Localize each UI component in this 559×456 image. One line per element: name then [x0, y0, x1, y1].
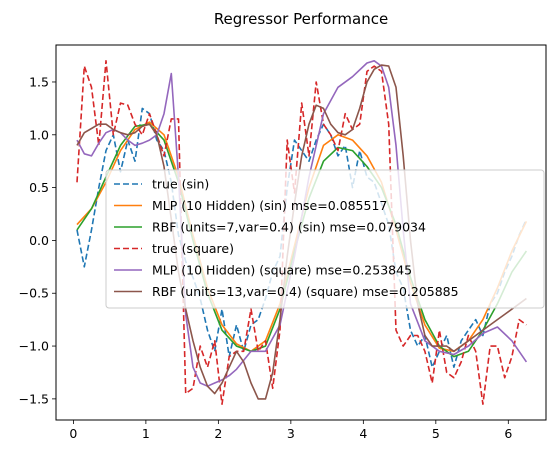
series-line-5: [76, 64, 527, 400]
legend-label: true (square): [152, 241, 234, 256]
y-axis: −1.5 −1.0 −0.5 0.0 0.5 1.0 1.5: [19, 74, 56, 406]
x-tick-label: 2: [214, 426, 222, 441]
y-tick-label: 1.5: [29, 74, 49, 89]
y-tick-label: −1.0: [19, 339, 49, 354]
legend-label: MLP (10 Hidden) (sin) mse=0.085517: [152, 198, 387, 213]
legend-label: RBF (units=7,var=0.4) (sin) mse=0.079034: [152, 220, 426, 235]
y-tick-label: 0.0: [29, 233, 49, 248]
y-tick-label: −0.5: [19, 286, 49, 301]
x-tick-label: 3: [287, 426, 295, 441]
x-tick-label: 6: [504, 426, 512, 441]
x-axis: 0 1 2 3 4 5 6: [69, 420, 512, 441]
y-tick-label: 0.5: [29, 180, 49, 195]
legend-label: MLP (10 Hidden) (square) mse=0.253845: [152, 263, 412, 278]
plot-frame: [55, 44, 547, 421]
x-tick-label: 4: [359, 426, 367, 441]
x-tick-label: 5: [432, 426, 440, 441]
series-line-3: [76, 59, 527, 406]
chart-title: Regressor Performance: [214, 10, 388, 28]
x-tick-label: 0: [69, 426, 77, 441]
legend-box: [105, 169, 545, 309]
series-line-4: [76, 59, 528, 388]
y-tick-label: −1.5: [19, 391, 49, 406]
y-tick-label: 1.0: [29, 127, 49, 142]
legend: true (sin) MLP (10 Hidden) (sin) mse=0.08…: [105, 169, 545, 309]
legend-label: RBF (units=13,var=0.4) (square) mse=0.20…: [152, 284, 459, 299]
x-tick-label: 1: [142, 426, 150, 441]
legend-label: true (sin): [152, 177, 209, 192]
